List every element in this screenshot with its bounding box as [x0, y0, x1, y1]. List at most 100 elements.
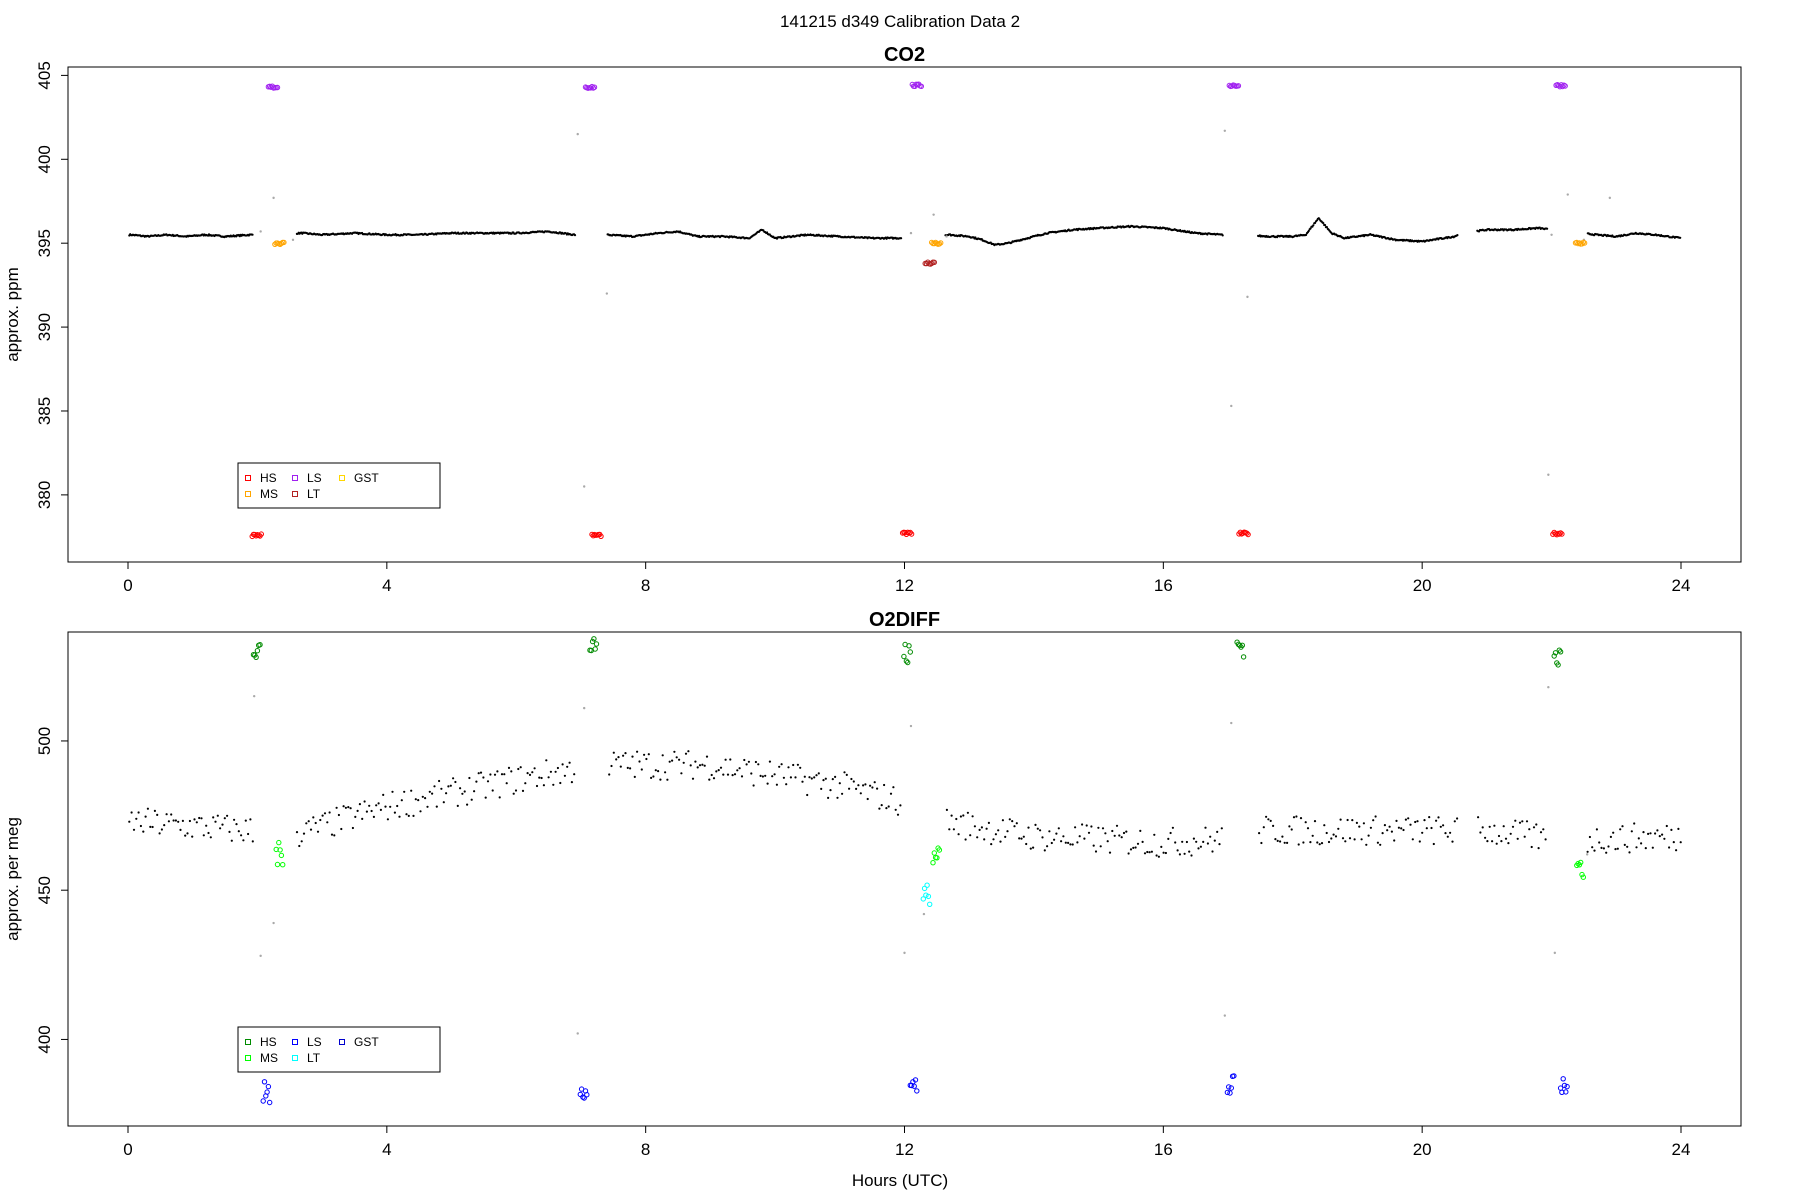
ambient-point: [997, 829, 1000, 832]
transitional-point: [1608, 196, 1612, 200]
ambient-point: [445, 792, 448, 795]
ambient-point: [1367, 834, 1370, 837]
ambient-point: [1272, 824, 1275, 828]
ambient-point: [969, 834, 972, 837]
ambient-point: [1325, 831, 1328, 835]
ambient-point: [1314, 221, 1317, 224]
ambient-point: [1015, 822, 1018, 825]
ms-point: [278, 240, 285, 247]
ambient-point: [764, 774, 767, 777]
ambient-point: [892, 786, 895, 789]
ambient-point: [1416, 820, 1419, 823]
ambient-point: [652, 775, 655, 778]
ambient-point: [643, 753, 646, 756]
ambient-point: [1067, 841, 1070, 845]
ambient-point: [817, 772, 820, 775]
ambient-point: [673, 750, 676, 753]
ambient-point: [1609, 835, 1612, 839]
ambient-point: [1025, 842, 1028, 846]
ambient-point: [1497, 834, 1501, 838]
ambient-point: [1132, 846, 1135, 850]
ambient-point: [894, 808, 897, 811]
ambient-point: [235, 823, 238, 826]
ambient-point: [400, 799, 403, 802]
ambient-point: [1395, 819, 1398, 823]
ambient-point: [738, 767, 741, 770]
ambient-point: [340, 827, 343, 831]
transitional-point: [1230, 721, 1233, 725]
ls-point: [1559, 83, 1566, 90]
ambient-point: [1325, 226, 1328, 229]
ambient-point: [424, 797, 427, 800]
ambient-point: [505, 782, 508, 785]
o2diff-legend-box: [237, 1026, 441, 1073]
ambient-point: [1537, 847, 1540, 850]
hs-point: [1244, 530, 1250, 536]
ambient-point: [1372, 819, 1375, 822]
ambient-point: [1588, 835, 1591, 839]
hs-point: [908, 531, 915, 537]
ambient-point: [214, 820, 217, 823]
ambient-point: [1011, 820, 1014, 823]
ambient-point: [1202, 840, 1205, 844]
ambient-point: [484, 796, 487, 799]
ambient-point: [146, 807, 149, 810]
co2-x-tick-label: 12: [895, 576, 914, 595]
ambient-point: [216, 814, 219, 817]
ambient-point: [440, 787, 443, 790]
ambient-point: [1043, 849, 1046, 852]
ambient-point: [869, 784, 872, 787]
ambient-point: [491, 789, 494, 792]
ambient-point: [1281, 835, 1284, 838]
transitional-point: [1566, 193, 1569, 196]
ambient-point: [561, 763, 564, 766]
ambient-point: [354, 815, 357, 819]
ambient-point: [149, 825, 152, 829]
ambient-point: [701, 763, 704, 766]
ambient-point: [647, 753, 650, 756]
ambient-point: [1071, 843, 1074, 846]
ambient-point: [428, 790, 431, 793]
ambient-point: [130, 811, 133, 814]
hs-point: [1551, 653, 1557, 659]
legend-swatch-ls: [292, 475, 298, 481]
ambient-point: [1148, 851, 1151, 854]
ambient-point: [1258, 832, 1261, 835]
ambient-point: [426, 805, 429, 808]
ambient-point: [1206, 842, 1209, 845]
ambient-point: [1220, 827, 1223, 830]
ms-point: [936, 241, 943, 247]
ambient-point: [659, 778, 662, 781]
ambient-point: [1661, 833, 1664, 836]
ambient-point: [344, 806, 347, 809]
ambient-point: [1209, 835, 1212, 838]
ambient-point: [1355, 821, 1358, 825]
ambient-point: [205, 824, 208, 827]
ms-point: [281, 239, 287, 246]
hs-point: [592, 646, 598, 652]
ambient-point: [438, 779, 441, 783]
ambient-point: [1647, 832, 1650, 836]
ambient-point: [850, 777, 853, 781]
ambient-point: [722, 773, 725, 776]
ambient-point: [843, 771, 846, 774]
ambient-point: [1299, 817, 1303, 820]
co2-ambient-series: [128, 217, 1682, 247]
ambient-point: [323, 812, 327, 815]
transitional-point: [259, 230, 262, 233]
ambient-point: [1097, 826, 1100, 829]
ambient-point: [186, 832, 189, 835]
hs-point: [1552, 650, 1559, 656]
ambient-point: [1302, 841, 1305, 844]
ambient-point: [950, 814, 953, 817]
ambient-point: [973, 825, 977, 828]
ambient-point: [1546, 227, 1549, 230]
hs-point: [907, 529, 913, 536]
legend-label-hs: HS: [260, 1035, 277, 1049]
ambient-point: [1330, 837, 1333, 840]
ambient-point: [1106, 840, 1109, 843]
ambient-point: [1199, 845, 1202, 848]
ambient-point: [1400, 827, 1403, 830]
ambient-point: [193, 818, 196, 821]
ambient-point: [358, 803, 361, 806]
